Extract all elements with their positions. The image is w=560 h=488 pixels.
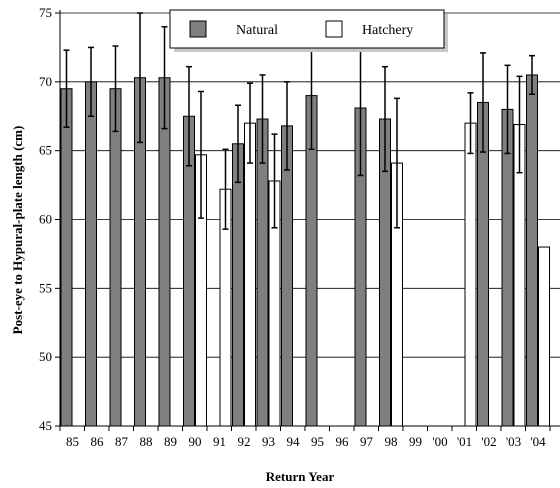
- legend-swatch-hatchery: [325, 20, 343, 38]
- x-tick-label: '01: [457, 434, 472, 449]
- bar-hatchery: [464, 122, 477, 427]
- axes: 45 50 55 60 65 70 75 85 86 87 88 89 90 91 92 93 94 95 96 97…: [39, 5, 560, 449]
- x-tick-label: 86: [91, 434, 105, 449]
- x-tick-label: 92: [238, 434, 251, 449]
- x-tick-label: 88: [140, 434, 153, 449]
- x-tick-label: 97: [360, 434, 374, 449]
- y-tick-label: 70: [39, 74, 52, 89]
- bar-natural: [60, 88, 73, 427]
- y-tick-label: 55: [39, 280, 52, 295]
- legend-box: [169, 9, 445, 49]
- x-tick-label: 91: [213, 434, 226, 449]
- x-tick-label: '02: [481, 434, 496, 449]
- x-tick-label: 95: [311, 434, 324, 449]
- bars: [60, 12, 550, 427]
- bar-hatchery: [244, 122, 256, 427]
- x-tick-label: 85: [66, 434, 79, 449]
- x-tick-label: 93: [262, 434, 275, 449]
- y-tick-label: 60: [39, 212, 52, 227]
- x-tick-label: '03: [506, 434, 521, 449]
- bar-natural: [281, 125, 293, 427]
- x-tick-label: 99: [409, 434, 422, 449]
- bar-natural: [501, 108, 514, 427]
- bar-natural: [232, 143, 244, 427]
- bar-natural: [526, 74, 538, 427]
- bar-hatchery: [538, 246, 550, 427]
- legend-swatch-natural: [189, 20, 207, 38]
- x-tick-label: 96: [336, 434, 350, 449]
- bar-natural: [158, 77, 171, 427]
- y-tick-label: 50: [39, 349, 52, 364]
- bar-natural: [256, 118, 269, 427]
- y-tick-label: 65: [39, 143, 52, 158]
- x-tick-label: 98: [385, 434, 398, 449]
- x-axis-title: Return Year: [266, 469, 335, 484]
- x-tick-label: 89: [164, 434, 177, 449]
- y-tick-label: 75: [39, 5, 52, 20]
- bar-natural: [85, 81, 97, 427]
- x-tick-label: '00: [432, 434, 447, 449]
- x-tick-label: '04: [530, 434, 546, 449]
- x-tick-label: 90: [189, 434, 202, 449]
- x-tick-label: 94: [287, 434, 301, 449]
- x-tick-label: 87: [115, 434, 129, 449]
- bar-natural: [109, 88, 122, 427]
- legend-label-hatchery: Hatchery: [362, 23, 413, 38]
- y-tick-label: 45: [39, 418, 52, 433]
- y-axis-title: Post-eye to Hypural-plate length (cm): [10, 126, 25, 335]
- legend-label-natural: Natural: [236, 23, 278, 38]
- legend: Natural Hatchery: [169, 9, 448, 52]
